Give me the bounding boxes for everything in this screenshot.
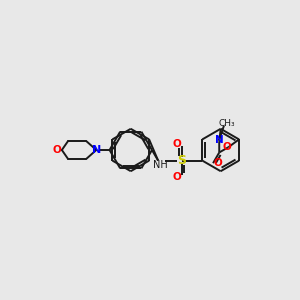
Text: O: O	[172, 172, 181, 182]
Text: O: O	[53, 145, 62, 155]
Text: O: O	[213, 158, 222, 168]
Text: CH₃: CH₃	[219, 118, 236, 127]
Text: N: N	[92, 145, 101, 155]
Text: N: N	[215, 135, 224, 146]
Text: NH: NH	[153, 160, 168, 170]
Text: O: O	[172, 139, 181, 149]
Text: S: S	[177, 154, 186, 167]
Text: O: O	[223, 142, 231, 152]
